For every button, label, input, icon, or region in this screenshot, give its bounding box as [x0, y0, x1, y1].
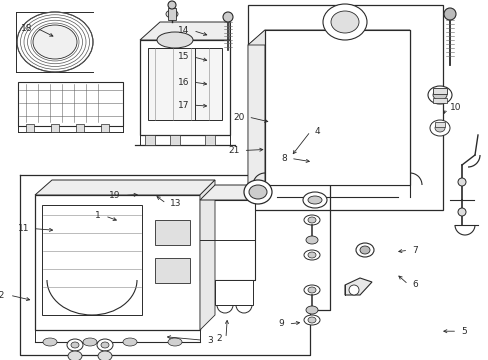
Bar	[140, 40, 229, 135]
Bar	[168, 8, 176, 20]
Ellipse shape	[434, 124, 444, 132]
Bar	[432, 88, 446, 94]
Ellipse shape	[427, 86, 451, 104]
Ellipse shape	[305, 236, 317, 244]
Bar	[18, 82, 123, 126]
Bar	[101, 124, 109, 132]
Circle shape	[457, 208, 465, 216]
Text: 10: 10	[449, 104, 461, 112]
Text: 2: 2	[216, 334, 222, 343]
Ellipse shape	[303, 192, 326, 208]
Bar	[247, 5, 442, 210]
Circle shape	[348, 285, 358, 295]
Text: 18: 18	[21, 23, 33, 32]
Text: 3: 3	[206, 336, 212, 345]
Ellipse shape	[323, 4, 366, 40]
Text: 21: 21	[228, 146, 239, 155]
Polygon shape	[247, 30, 264, 185]
Ellipse shape	[432, 90, 446, 100]
Circle shape	[443, 8, 455, 20]
Ellipse shape	[68, 351, 82, 360]
Text: 19: 19	[109, 191, 121, 200]
Text: 4: 4	[314, 127, 320, 136]
Ellipse shape	[307, 217, 315, 223]
Ellipse shape	[244, 180, 271, 204]
Text: 1: 1	[95, 211, 101, 220]
Circle shape	[223, 12, 232, 22]
Ellipse shape	[157, 32, 193, 48]
Bar	[155, 220, 190, 245]
Bar	[51, 124, 59, 132]
Ellipse shape	[304, 215, 319, 225]
Ellipse shape	[33, 25, 77, 59]
Ellipse shape	[304, 315, 319, 325]
Bar	[76, 124, 84, 132]
Text: 5: 5	[460, 327, 466, 336]
Bar	[264, 30, 409, 185]
Text: 16: 16	[177, 77, 189, 86]
Ellipse shape	[43, 338, 57, 346]
Bar	[264, 30, 409, 185]
Text: 13: 13	[170, 199, 182, 208]
Text: 12: 12	[0, 291, 6, 300]
Polygon shape	[345, 278, 371, 295]
Ellipse shape	[71, 342, 79, 348]
Bar	[26, 124, 34, 132]
Bar	[42, 205, 142, 315]
Bar	[434, 122, 444, 127]
Circle shape	[168, 1, 176, 9]
Text: 11: 11	[18, 224, 29, 233]
Text: 20: 20	[233, 112, 244, 122]
Text: 15: 15	[177, 52, 189, 61]
Ellipse shape	[330, 11, 358, 33]
Text: 14: 14	[178, 26, 189, 35]
Ellipse shape	[355, 243, 373, 257]
Ellipse shape	[307, 252, 315, 258]
Polygon shape	[200, 185, 269, 200]
Bar	[35, 195, 200, 330]
Text: 7: 7	[411, 246, 417, 255]
Ellipse shape	[248, 185, 266, 199]
Ellipse shape	[359, 246, 369, 254]
Bar	[148, 48, 222, 120]
Bar	[432, 98, 446, 103]
Text: 6: 6	[411, 280, 417, 289]
Ellipse shape	[67, 339, 83, 351]
Ellipse shape	[165, 10, 178, 18]
Bar	[155, 258, 190, 283]
Ellipse shape	[101, 342, 109, 348]
Polygon shape	[35, 180, 215, 195]
Polygon shape	[200, 180, 215, 330]
Text: 17: 17	[177, 100, 189, 109]
Text: 9: 9	[278, 320, 284, 328]
Text: 8: 8	[281, 154, 286, 163]
Bar	[204, 135, 215, 145]
Ellipse shape	[97, 339, 113, 351]
Circle shape	[457, 178, 465, 186]
Ellipse shape	[98, 351, 112, 360]
Bar	[215, 280, 252, 305]
Polygon shape	[247, 30, 409, 45]
Ellipse shape	[304, 285, 319, 295]
Ellipse shape	[83, 338, 97, 346]
Ellipse shape	[168, 338, 182, 346]
Polygon shape	[140, 22, 229, 40]
Bar	[170, 135, 180, 145]
Ellipse shape	[304, 250, 319, 260]
Ellipse shape	[307, 196, 321, 204]
Bar	[200, 200, 254, 280]
Bar	[145, 135, 155, 145]
Ellipse shape	[307, 317, 315, 323]
Ellipse shape	[123, 338, 137, 346]
Ellipse shape	[307, 287, 315, 293]
Ellipse shape	[305, 306, 317, 314]
Ellipse shape	[429, 120, 449, 136]
Ellipse shape	[17, 12, 93, 72]
